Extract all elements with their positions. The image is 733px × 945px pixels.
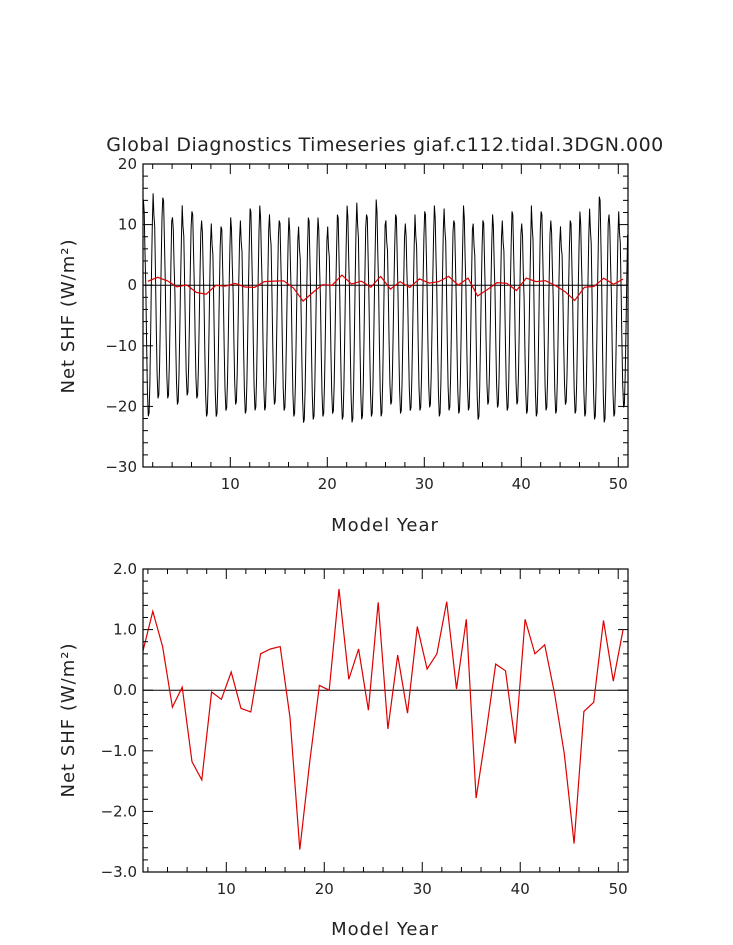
top-x-axis-label: Model Year: [331, 515, 439, 536]
x-tick-label: 50: [609, 880, 628, 898]
x-tick-label: 10: [221, 475, 240, 493]
y-tick-label: 1.0: [113, 621, 137, 639]
y-tick-label: −30: [105, 458, 137, 476]
series-line-annual: [142, 588, 624, 850]
bottom-x-axis-label: Model Year: [331, 919, 439, 940]
series-line-monthly: [142, 193, 629, 423]
bottom-y-axis-label: Net SHF (W/m²): [58, 642, 79, 797]
y-tick-label: −1.0: [101, 742, 137, 760]
y-tick-label: 0.0: [113, 681, 137, 699]
series-line-annual: [147, 274, 624, 302]
bottom-panel: −3.0 −2.0 −1.0 0.0 1.0 2.0 10 20 30 40 50: [101, 560, 629, 898]
x-tick-label: 30: [413, 880, 432, 898]
x-tick-label: 20: [318, 475, 337, 493]
x-tick-label: 50: [609, 475, 628, 493]
y-tick-label: 0: [127, 276, 137, 294]
y-tick-label: −2.0: [101, 802, 137, 820]
y-tick-label: −3.0: [101, 863, 137, 881]
y-tick-label: −10: [105, 337, 137, 355]
y-tick-label: 2.0: [113, 560, 137, 578]
x-tick-label: 20: [315, 880, 334, 898]
x-tick-label: 40: [511, 880, 530, 898]
x-tick-label: 10: [217, 880, 236, 898]
plot-frame: [142, 568, 629, 873]
x-tick-label: 30: [415, 475, 434, 493]
y-tick-label: 10: [118, 216, 137, 234]
plot-frame: [142, 163, 629, 468]
chart-title: Global Diagnostics Timeseries giaf.c112.…: [106, 134, 664, 156]
top-y-axis-label: Net SHF (W/m²): [58, 238, 79, 393]
y-tick-label: −20: [105, 397, 137, 415]
y-tick-label: 20: [118, 155, 137, 173]
top-panel: −30 −20 −10 0 10 20 10 20 30 40 50: [105, 155, 629, 493]
x-tick-label: 40: [512, 475, 531, 493]
